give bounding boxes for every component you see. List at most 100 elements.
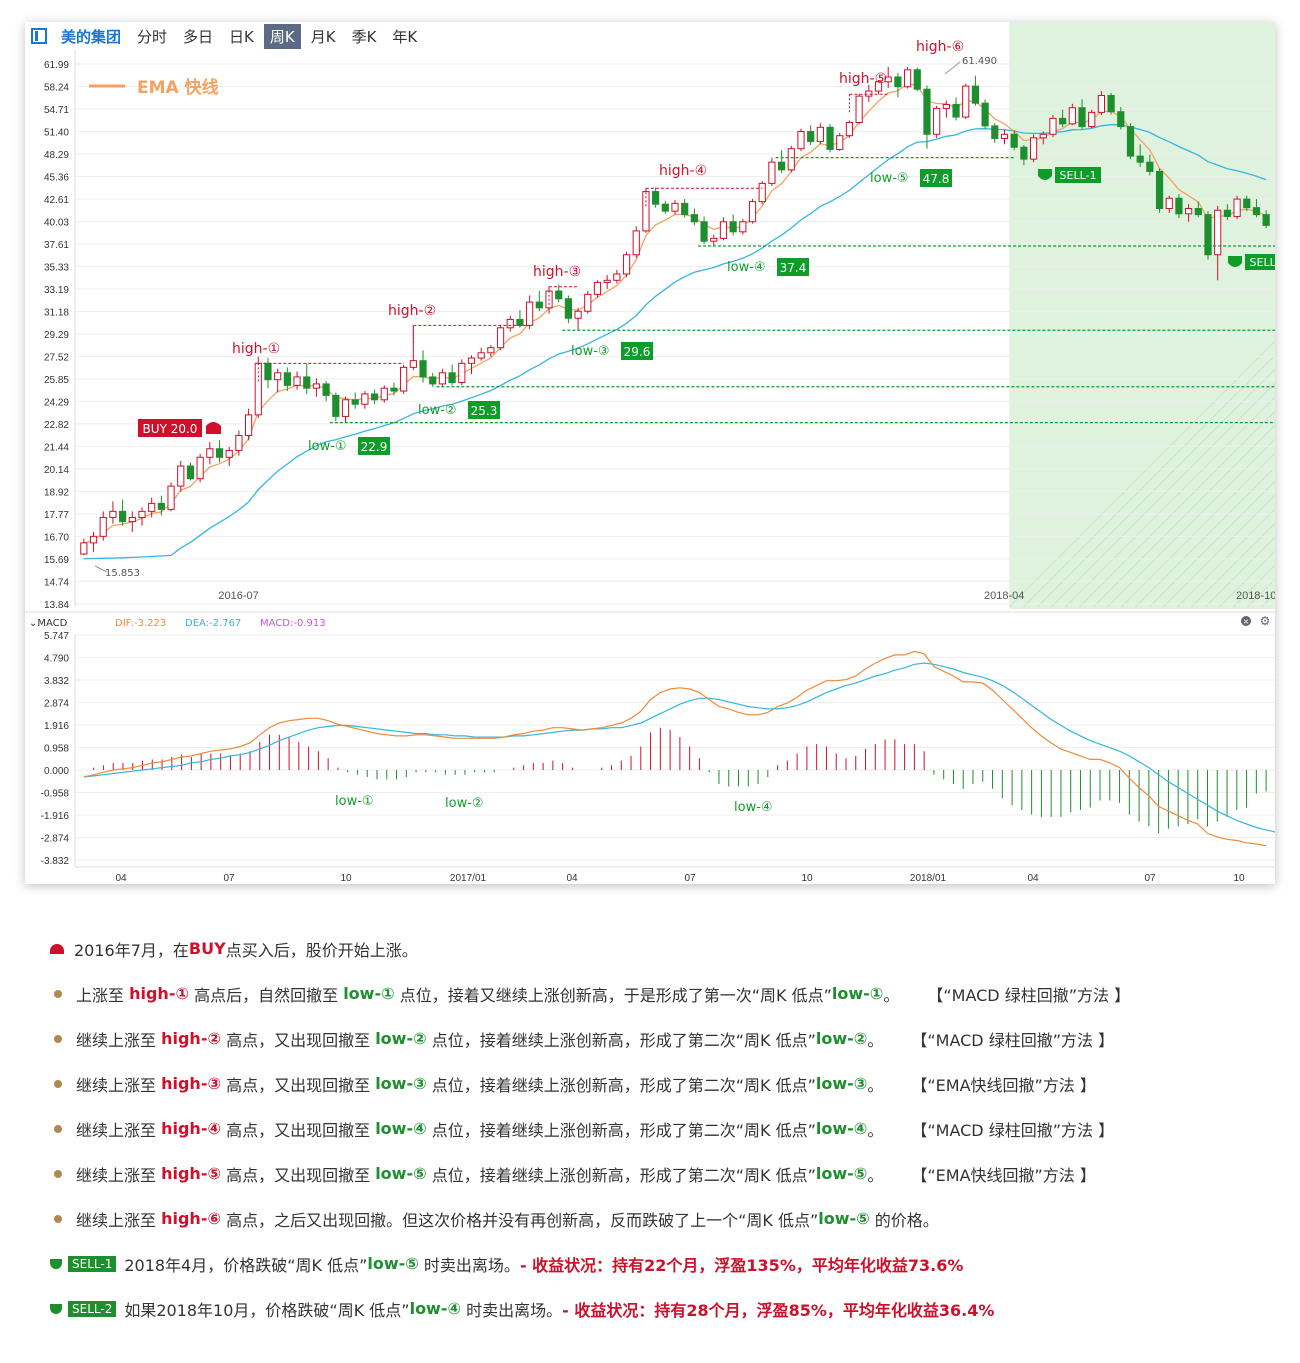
close-icon-glyph: × (1243, 617, 1250, 626)
note-text: BUY (188, 939, 226, 958)
macd-x-tick-label: 07 (223, 873, 235, 884)
note-text: 点位，接着继续上涨创新高，形成了第二次“周K 低点” (426, 1120, 816, 1140)
macd-y-tick-label: 3.832 (44, 676, 69, 687)
macd-low-label: low-④ (734, 800, 773, 815)
candle-body (661, 203, 669, 212)
candle-body (1117, 111, 1125, 128)
candle-body (458, 362, 466, 384)
candle-body (1175, 197, 1183, 215)
low-value-label: 25.3 (471, 404, 498, 418)
note-text: high-⑥ (161, 1209, 221, 1228)
tab-quarter-k[interactable]: 季K (351, 27, 377, 46)
candle-body (826, 126, 834, 150)
tab-week-k[interactable]: 周K (263, 23, 301, 49)
close-icon (1241, 616, 1251, 626)
candle-body (787, 148, 795, 171)
note-text: 。 (867, 1165, 884, 1185)
tab-month-k[interactable]: 月K (310, 27, 336, 46)
candle-body (903, 69, 912, 88)
candle-body (390, 387, 398, 392)
candle-body (593, 281, 602, 295)
low-value-badge (621, 342, 653, 360)
y-tick-label: 15.69 (44, 555, 69, 566)
tab-year-k[interactable]: 年K (392, 27, 418, 46)
candle-body (119, 510, 127, 523)
note-text: 继续上涨至 (76, 1210, 162, 1230)
note-text: 高点后，自然回撤至 (189, 985, 344, 1005)
candle-body (1185, 208, 1193, 215)
tab-multi-day[interactable]: 多日 (183, 27, 214, 46)
candle-body (467, 357, 476, 364)
y-tick-label: 25.85 (44, 375, 69, 386)
sell-label: SELL-1 (1060, 169, 1097, 182)
y-tick-label: 54.71 (44, 105, 69, 116)
candle-body (535, 301, 543, 309)
macd-x-tick-label: 04 (115, 873, 127, 884)
low-value-badge (358, 437, 390, 455)
note-text: 点位，接着继续上涨创新高，形成了第二次“周K 低点” (426, 1165, 816, 1185)
macd-low-label: low-① (335, 794, 374, 809)
tab-day-k[interactable]: 日K (229, 27, 254, 46)
candle-body (1243, 198, 1251, 209)
bullet-icon (54, 1169, 62, 1178)
method-label: 【“MACD 绿柱回撤”方法 】 (911, 1030, 1115, 1050)
y-tick-label: 16.70 (44, 532, 69, 543)
note-text: low-④ (815, 1119, 868, 1138)
note-text: low-② (375, 1029, 427, 1048)
candle-body (574, 310, 582, 319)
candle-body (1204, 214, 1212, 256)
y-tick-label: 13.84 (44, 600, 69, 611)
sell-zone-hatch (1162, 494, 1275, 608)
candle-body (244, 414, 253, 436)
sidebar-toggle-icon[interactable] (31, 28, 47, 44)
candle-body (128, 516, 136, 523)
sell-badge (1245, 254, 1275, 270)
candle-body (807, 130, 815, 142)
note-line: 继续上涨至 high-⑤ 高点，又出现回撤至 low-⑤ 点位，接着继续上涨创新… (50, 1151, 1290, 1196)
candle-body (603, 279, 611, 283)
candle-body (157, 502, 165, 510)
candle-body (952, 103, 960, 118)
note-line: 继续上涨至 high-③ 高点，又出现回撤至 low-③ 点位，接着继续上涨创新… (50, 1061, 1290, 1106)
stock-name[interactable]: 美的集团 (61, 27, 122, 46)
candle-body (341, 399, 350, 417)
note-text: 如果2018年10月，价格跌破“周K 低点” (124, 1300, 410, 1320)
candle-body (283, 372, 291, 386)
candle-body (332, 394, 340, 417)
y-tick-label: 35.33 (44, 262, 69, 273)
candle-body (884, 76, 892, 83)
candle-body (186, 465, 195, 480)
low-label: low-② (418, 403, 457, 418)
macd-low-label: low-② (445, 796, 484, 811)
candle-body (971, 85, 980, 104)
sell-arrow-icon (1038, 169, 1052, 180)
buy-arrow-icon (50, 943, 64, 954)
candle-body (816, 126, 824, 142)
low-label: low-① (308, 439, 347, 454)
macd-x-tick-label: 10 (1233, 873, 1245, 884)
note-text: low-① (343, 984, 395, 1003)
note-text: - 收益状况：持有28个月，浮盈85%，平均年化收益36.4% (562, 1300, 995, 1320)
candle-body (196, 456, 204, 480)
stock-chart[interactable]: 61.99 58.24 54.71 51.40 48.29 45.36 42.61 40.03… (25, 22, 1275, 884)
low-value-label: 47.8 (923, 172, 950, 186)
note-text: 时卖出离场。 (461, 1300, 563, 1320)
macd-legend: MACD:-0.913 (260, 618, 326, 629)
candle-body (506, 318, 514, 329)
candle-body (719, 221, 728, 239)
candle-body (1146, 161, 1154, 172)
y-tick-label: 33.19 (44, 285, 69, 296)
note-text: 上涨至 (76, 985, 130, 1005)
candle-body (700, 221, 708, 242)
candle-body (942, 103, 950, 109)
explanation-notes: 2016年7月，在 BUY 点买入后，股价开始上涨。 上涨至 high-① 高点后，自… (50, 926, 1290, 1331)
candle-body (710, 237, 718, 242)
tab-minute[interactable]: 分时 (137, 27, 168, 46)
y-tick-label: 42.61 (44, 195, 69, 206)
candle-body (758, 182, 766, 203)
candle-body (729, 221, 737, 233)
y-tick-label: 22.82 (44, 420, 69, 431)
candle-body (1000, 133, 1009, 140)
x-tick-label: 2016-07 (218, 590, 258, 602)
macd-x-tick-label: 2017/01 (450, 873, 487, 884)
